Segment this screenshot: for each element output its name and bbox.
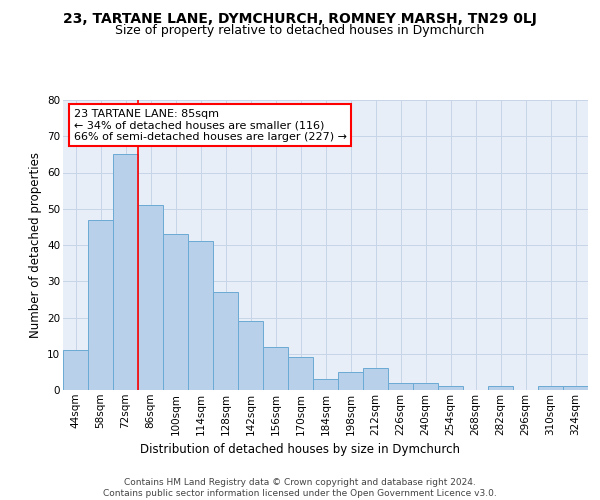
- Bar: [338, 372, 363, 390]
- Text: 23 TARTANE LANE: 85sqm
← 34% of detached houses are smaller (116)
66% of semi-de: 23 TARTANE LANE: 85sqm ← 34% of detached…: [74, 108, 347, 142]
- Bar: [263, 346, 288, 390]
- Bar: [538, 386, 563, 390]
- Bar: [238, 321, 263, 390]
- Bar: [413, 383, 438, 390]
- Bar: [563, 386, 588, 390]
- Bar: [213, 292, 238, 390]
- Bar: [438, 386, 463, 390]
- Bar: [63, 350, 88, 390]
- Bar: [363, 368, 388, 390]
- Text: Size of property relative to detached houses in Dymchurch: Size of property relative to detached ho…: [115, 24, 485, 37]
- Bar: [288, 358, 313, 390]
- Text: 23, TARTANE LANE, DYMCHURCH, ROMNEY MARSH, TN29 0LJ: 23, TARTANE LANE, DYMCHURCH, ROMNEY MARS…: [63, 12, 537, 26]
- Bar: [163, 234, 188, 390]
- Bar: [138, 205, 163, 390]
- Y-axis label: Number of detached properties: Number of detached properties: [29, 152, 41, 338]
- Bar: [88, 220, 113, 390]
- Bar: [113, 154, 138, 390]
- Bar: [313, 379, 338, 390]
- Bar: [388, 383, 413, 390]
- Bar: [488, 386, 513, 390]
- Bar: [188, 242, 213, 390]
- Text: Distribution of detached houses by size in Dymchurch: Distribution of detached houses by size …: [140, 442, 460, 456]
- Text: Contains HM Land Registry data © Crown copyright and database right 2024.
Contai: Contains HM Land Registry data © Crown c…: [103, 478, 497, 498]
